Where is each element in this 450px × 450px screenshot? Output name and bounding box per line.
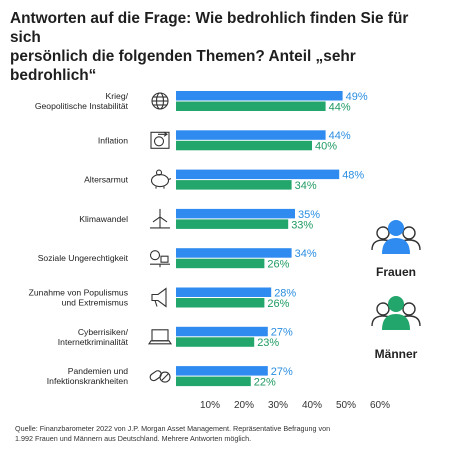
bar-value-label: 35%	[298, 209, 320, 221]
x-tick-label: 20%	[234, 400, 254, 411]
bar-value-label: 49%	[346, 91, 368, 103]
scale-icon	[149, 250, 170, 268]
piggy-bank-icon	[150, 169, 172, 189]
laptop-icon	[147, 329, 173, 345]
bar-frauen	[176, 208, 295, 219]
x-tick-label: 60%	[370, 400, 390, 411]
bar-frauen	[176, 91, 343, 101]
bar-maenner	[176, 376, 251, 387]
chart-title: Antworten auf die Frage: Wie bedrohlich …	[10, 9, 442, 85]
bar-value-label: 27%	[271, 366, 293, 378]
bar-value-label: 44%	[329, 130, 351, 142]
bar-value-label: 33%	[291, 219, 313, 231]
bar-value-label: 34%	[295, 248, 317, 260]
category-label: und Extremismus	[62, 298, 128, 308]
category-label: Klimawandel	[79, 214, 128, 224]
source-line-2: 1.992 Frauen und Männern aus Deutschland…	[15, 433, 252, 443]
pills-icon	[149, 370, 171, 383]
bar-frauen	[176, 287, 272, 297]
bar-value-label: 26%	[267, 259, 289, 271]
source-note: Quelle: Finanzbarometer 2022 von J.P. Mo…	[15, 424, 435, 443]
bar-maenner	[176, 337, 255, 347]
title-line-2: persönlich die folgenden Themen? Anteil …	[10, 48, 356, 84]
category-label: Cyberrisiken/	[78, 327, 129, 337]
category-label: Altersarmut	[84, 175, 129, 185]
people-icon-blue	[371, 220, 421, 254]
category-label: Internetkriminalität	[58, 337, 129, 347]
bar-value-label: 48%	[342, 170, 364, 182]
bar-maenner	[176, 180, 292, 190]
bar-maenner	[176, 298, 265, 308]
inflation-icon	[150, 131, 170, 149]
bar-value-label: 22%	[254, 377, 276, 389]
bar-value-label: 26%	[267, 298, 289, 310]
legend-label-frauen: Frauen	[376, 265, 416, 279]
megaphone-icon	[151, 287, 167, 308]
category-label: Infektionskrankheiten	[47, 376, 128, 386]
wind-turbine-icon	[150, 208, 170, 229]
category-label: Soziale Ungerechtigkeit	[38, 253, 129, 263]
legend-label-maenner: Männer	[375, 347, 418, 361]
x-tick-label: 30%	[268, 400, 288, 411]
category-label: Geopolitische Instabilität	[35, 101, 129, 111]
globe-icon	[151, 92, 169, 110]
bar-frauen	[176, 130, 326, 140]
bar-frauen	[176, 248, 292, 258]
bar-maenner	[176, 258, 265, 269]
bar-maenner	[176, 140, 312, 151]
category-label: Zunahme von Populismus	[29, 288, 128, 298]
bar-frauen	[176, 366, 268, 376]
source-line-1: Quelle: Finanzbarometer 2022 von J.P. Mo…	[15, 424, 331, 433]
people-icon-green	[371, 296, 421, 330]
bar-value-label: 34%	[295, 180, 317, 192]
bar-value-label: 28%	[274, 287, 296, 299]
x-tick-label: 40%	[302, 400, 322, 411]
title-line-1: Antworten auf die Frage: Wie bedrohlich …	[10, 10, 409, 46]
bar-maenner	[176, 101, 326, 111]
bar-frauen	[176, 326, 268, 337]
category-label: Pandemien und	[68, 366, 128, 376]
category-label: Inflation	[98, 135, 128, 145]
x-tick-label: 50%	[336, 400, 356, 411]
bar-maenner	[176, 219, 289, 229]
bar-value-label: 44%	[329, 101, 351, 113]
bar-frauen	[176, 169, 340, 180]
bar-value-label: 23%	[257, 337, 279, 349]
category-label: Krieg/	[106, 91, 129, 101]
x-tick-label: 10%	[200, 400, 220, 411]
bar-value-label: 40%	[315, 141, 337, 153]
bar-value-label: 27%	[271, 327, 293, 339]
